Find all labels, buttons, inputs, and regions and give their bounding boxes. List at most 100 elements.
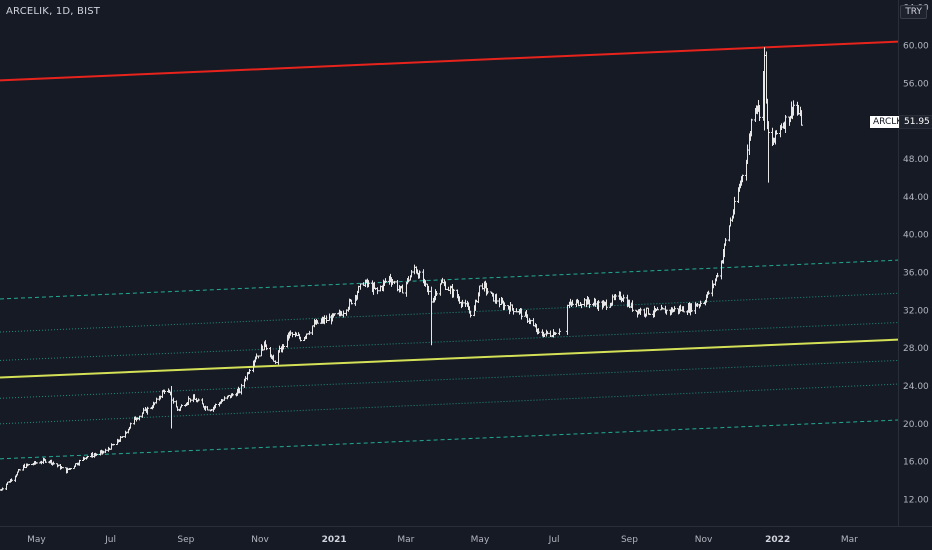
ohlc-bar <box>656 307 659 311</box>
ohlc-bar <box>248 368 251 374</box>
ohlc-bar <box>189 398 192 403</box>
ohlc-bar <box>486 288 489 295</box>
ohlc-bar <box>699 300 702 307</box>
x-tick-label: Nov <box>695 535 713 545</box>
trendline-resistance[interactable] <box>0 40 899 82</box>
ohlc-bar <box>512 308 515 315</box>
chart-title: ARCELIK, 1D, BIST <box>6 6 101 17</box>
x-tick-label: May <box>471 535 490 545</box>
ohlc-bar <box>95 453 98 456</box>
trendline-channel-middle[interactable] <box>0 338 899 379</box>
x-tick-label: Mar <box>397 535 414 545</box>
y-tick-label: 16.00 <box>903 458 929 468</box>
ohlc-bar <box>214 403 217 409</box>
ohlc-bar <box>231 393 234 397</box>
y-tick-label: 24.00 <box>903 382 929 392</box>
ohlc-bar <box>359 283 362 290</box>
ohlc-bar <box>401 284 404 294</box>
ohlc-bar <box>146 406 149 415</box>
y-tick-label: 36.00 <box>903 268 929 278</box>
x-tick-label: Nov <box>251 535 269 545</box>
x-tick-label: Sep <box>621 535 638 545</box>
ohlc-bar <box>376 287 379 295</box>
ohlc-bar <box>648 313 651 316</box>
ohlc-bar <box>503 302 506 310</box>
y-tick-label: 28.00 <box>903 344 929 354</box>
ohlc-bar <box>673 306 676 312</box>
ohlc-bar <box>537 328 540 334</box>
ohlc-bar <box>758 105 761 121</box>
ohlc-bar <box>61 467 64 469</box>
ohlc-bar <box>180 404 183 408</box>
x-tick-label: Jul <box>104 535 116 545</box>
ohlc-bar <box>707 290 710 295</box>
ohlc-bar <box>240 383 243 395</box>
x-tick-label: May <box>27 535 46 545</box>
ohlc-bar <box>792 100 795 116</box>
ohlc-bar <box>741 174 744 183</box>
ohlc-bar <box>223 396 226 401</box>
ohlc-bar <box>78 459 81 466</box>
ohlc-bar <box>775 130 778 135</box>
ohlc-bar <box>427 285 430 295</box>
trendline-channel-top[interactable] <box>0 259 899 300</box>
ohlc-bar <box>546 331 549 335</box>
ohlc-bar <box>10 478 13 482</box>
ohlc-bar <box>733 196 736 215</box>
ohlc-bar <box>325 315 328 324</box>
ohlc-bar <box>444 281 447 290</box>
trendlines <box>0 40 899 460</box>
ohlc-bar <box>129 422 132 429</box>
ohlc-bar <box>291 332 294 338</box>
y-tick-label: 56.00 <box>903 79 929 89</box>
ohlc-bar <box>172 397 175 404</box>
ohlc-bar <box>342 310 345 318</box>
ohlc-bar <box>605 299 608 311</box>
y-tick-label: 32.00 <box>903 306 929 316</box>
ohlc-bar <box>1 487 4 491</box>
ohlc-bar <box>299 336 302 342</box>
ohlc-bar <box>86 455 89 459</box>
x-tick-label: Mar <box>841 535 858 545</box>
y-tick-label: 12.00 <box>903 496 929 506</box>
x-tick-label: 2022 <box>765 535 790 545</box>
last-price-value: 51.95 <box>899 114 932 129</box>
ohlc-bar <box>384 278 387 284</box>
ohlc-bar <box>121 436 124 438</box>
ohlc-bar <box>44 459 47 463</box>
y-tick-label: 60.00 <box>903 41 929 51</box>
ohlc-bar <box>724 238 727 246</box>
ohlc-bar <box>27 464 30 466</box>
ohlc-bar <box>52 461 55 465</box>
ohlc-bar <box>197 398 200 402</box>
time-axis[interactable]: May Jul Sep Nov 2021 Mar May Jul Sep Nov 2022 Mar <box>27 535 858 545</box>
ohlc-bar <box>469 310 472 318</box>
ohlc-bar <box>435 291 438 296</box>
trendline-channel-bottom[interactable] <box>0 419 899 460</box>
ohlc-bar <box>163 389 166 394</box>
ohlc-bar <box>367 280 370 288</box>
ohlc-bar <box>282 344 285 350</box>
ohlc-bar <box>155 397 158 404</box>
x-tick-label: Sep <box>177 535 194 545</box>
ohlc-bars <box>0 47 803 491</box>
x-tick-label: Jul <box>548 535 560 545</box>
ohlc-bar <box>138 415 141 421</box>
currency-button[interactable]: TRY <box>900 5 927 19</box>
ohlc-bar <box>520 308 523 320</box>
ohlc-bar <box>682 306 685 313</box>
ohlc-bar <box>690 303 693 312</box>
ohlc-bar <box>554 332 557 336</box>
ohlc-bar <box>35 462 38 464</box>
ohlc-bar <box>588 299 591 309</box>
x-tick-label: 2021 <box>322 535 347 545</box>
ohlc-bar <box>69 467 72 470</box>
ohlc-bar <box>665 309 668 315</box>
ohlc-bar <box>784 114 787 134</box>
ohlc-bar <box>529 319 532 325</box>
ohlc-bar <box>393 280 396 284</box>
ohlc-bar <box>716 272 719 278</box>
ohlc-bar <box>750 118 753 137</box>
